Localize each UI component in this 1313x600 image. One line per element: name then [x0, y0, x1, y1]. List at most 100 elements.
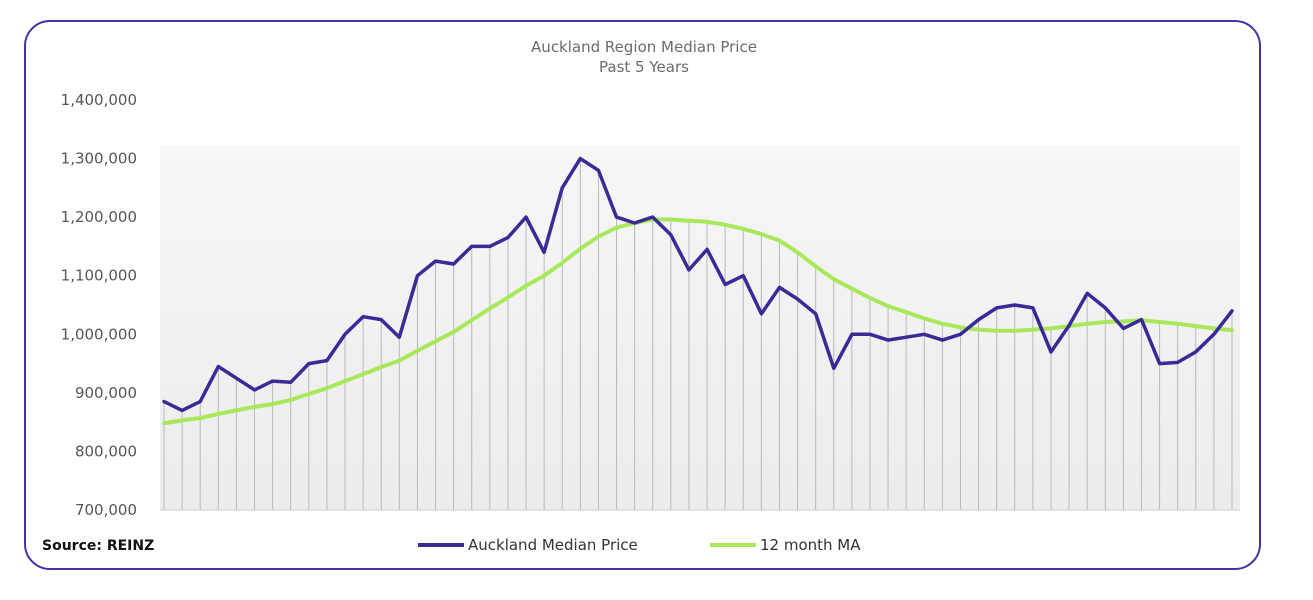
ma-point — [832, 278, 835, 281]
median-price-point — [361, 315, 365, 318]
median-price-point — [488, 245, 492, 248]
y-tick-label: 1,000,000 — [61, 325, 137, 343]
ma-point — [1122, 320, 1125, 323]
ma-point — [1013, 329, 1016, 332]
ma-point — [416, 349, 419, 352]
median-price-point — [705, 248, 709, 251]
ma-point — [886, 304, 890, 308]
median-price-point — [959, 333, 962, 336]
ma-point — [271, 402, 274, 406]
ma-point — [778, 239, 781, 242]
ma-point — [1049, 327, 1053, 330]
median-price-point — [832, 367, 835, 370]
ma-point — [868, 296, 872, 300]
median-price-point — [868, 333, 872, 336]
legend: Auckland Median Price 12 month MA — [418, 536, 861, 554]
median-price-point — [923, 333, 926, 336]
ma-point — [506, 296, 510, 299]
ma-point — [923, 317, 926, 320]
median-price-point — [941, 338, 944, 342]
median-price-point — [1013, 303, 1016, 307]
median-price-point — [1194, 350, 1197, 354]
median-price-point — [687, 268, 691, 272]
median-price-point — [235, 377, 238, 380]
median-price-point — [1140, 318, 1143, 321]
ma-point — [579, 247, 582, 250]
median-price-point — [1104, 306, 1107, 310]
drop-lines — [163, 158, 1233, 510]
source-label: Source: REINZ — [42, 538, 154, 554]
y-tick-label: 700,000 — [75, 501, 137, 519]
y-tick-label: 800,000 — [75, 442, 137, 460]
median-price-point — [886, 338, 890, 342]
median-price-point — [597, 169, 600, 172]
ma-point — [253, 405, 256, 409]
median-price-point — [1122, 327, 1125, 330]
ma-point — [542, 274, 546, 277]
median-price-point — [1176, 361, 1179, 364]
y-tick-label: 1,300,000 — [61, 150, 137, 168]
median-price-point — [325, 359, 329, 362]
median-price-point — [307, 362, 311, 365]
ma-point — [597, 235, 600, 238]
ma-point — [1104, 320, 1107, 324]
series-line-12-month-ma — [162, 217, 1234, 426]
ma-point — [705, 220, 709, 224]
median-price-point — [633, 221, 636, 225]
y-tick-label: 1,100,000 — [61, 267, 137, 285]
series-line-median-price — [162, 156, 1234, 413]
ma-point — [904, 310, 908, 314]
ma-point — [325, 386, 329, 390]
median-price-point — [1085, 292, 1089, 295]
ma-point — [1085, 322, 1089, 325]
ma-point — [343, 379, 347, 383]
median-price-point — [615, 215, 618, 219]
median-price-point — [162, 400, 166, 403]
ma-point — [488, 307, 492, 310]
median-price-point — [850, 333, 854, 336]
ma-point — [723, 223, 727, 226]
ma-point — [1031, 328, 1035, 331]
median-price-point — [271, 379, 274, 383]
ma-point — [1212, 327, 1216, 330]
median-price-point — [199, 400, 202, 403]
median-price-point — [977, 318, 980, 321]
median-price-point — [524, 215, 528, 219]
median-price-point — [289, 381, 292, 384]
median-price-point — [723, 283, 727, 286]
median-price-point — [1049, 350, 1053, 354]
median-price-point — [669, 233, 673, 236]
y-tick-label: 1,400,000 — [61, 91, 137, 109]
ma-point — [1194, 324, 1197, 328]
median-price-point — [434, 259, 437, 263]
ma-point — [524, 284, 528, 287]
ma-point — [199, 416, 202, 420]
median-price-point — [253, 388, 256, 392]
median-price-point — [1230, 309, 1234, 313]
ma-point — [289, 398, 292, 402]
ma-point — [235, 409, 238, 412]
ma-point — [669, 218, 673, 221]
median-price-point — [180, 409, 184, 412]
median-price-point — [380, 318, 383, 321]
y-tick-label: 900,000 — [75, 384, 137, 402]
median-price-point — [579, 157, 582, 160]
median-price-point — [452, 262, 455, 266]
ma-point — [1230, 328, 1234, 332]
legend-label-median: Auckland Median Price — [468, 536, 638, 554]
median-price-point — [416, 274, 419, 277]
median-price-point — [398, 336, 401, 339]
median-price-point — [742, 274, 745, 277]
median-price-point — [1031, 306, 1035, 310]
ma-point — [217, 412, 220, 416]
ma-point — [307, 392, 311, 396]
ma-point — [615, 226, 618, 229]
ma-point — [361, 372, 365, 376]
median-price-point — [1212, 333, 1216, 336]
ma-point — [162, 422, 166, 425]
ma-point — [760, 232, 763, 236]
ma-point — [1158, 320, 1161, 324]
y-tick-label: 1,200,000 — [61, 208, 137, 226]
ma-point — [850, 287, 854, 290]
ma-point — [398, 359, 401, 362]
